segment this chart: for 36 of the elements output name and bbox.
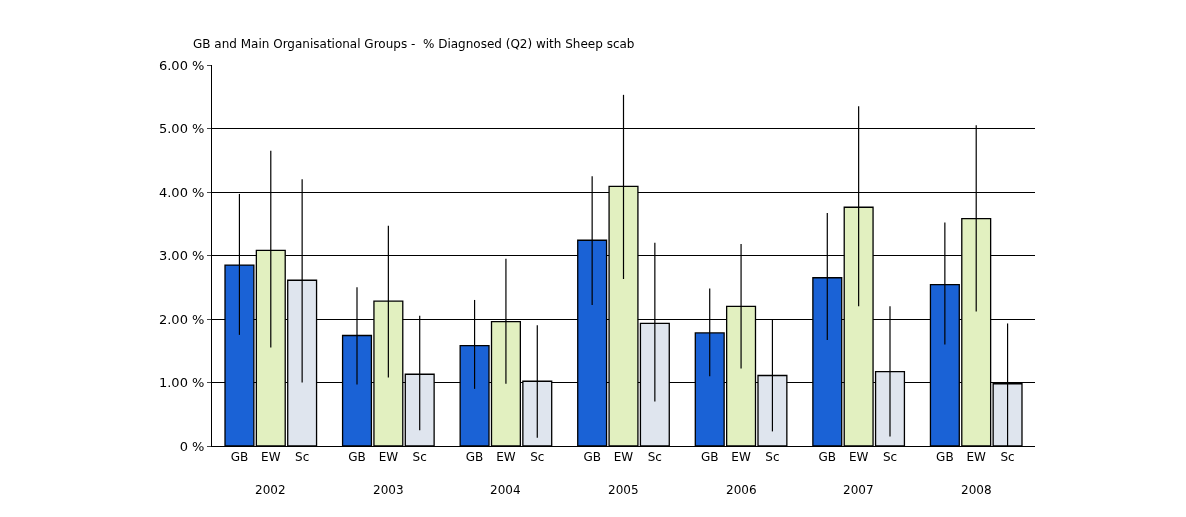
x-tick-label: 2003 xyxy=(373,483,404,497)
chart-title: GB and Main Organisational Groups - % Diagnosed (Q2) with Sheep scab xyxy=(193,37,635,52)
text: GB xyxy=(818,450,837,465)
series-label: GB xyxy=(230,450,249,465)
x-tick-label: 2002 xyxy=(255,483,286,497)
text: EW xyxy=(966,450,986,465)
text: Sc xyxy=(295,450,310,465)
text: GB xyxy=(700,450,719,465)
text: EW xyxy=(731,450,751,465)
y-tick-label: 5.00 % xyxy=(158,121,205,137)
series-label: EW xyxy=(261,450,281,465)
text: EW xyxy=(496,450,516,465)
y-tick-label: 4.00 % xyxy=(158,184,205,200)
x-tick-label: 2008 xyxy=(961,483,992,497)
y-tick-label: 6.00 % xyxy=(158,57,205,73)
text: GB xyxy=(583,450,601,465)
text: EW xyxy=(848,450,869,465)
legend-label: Sc xyxy=(530,450,545,465)
y-tick-label: 3.00 % xyxy=(158,248,205,264)
text: Sc xyxy=(765,450,780,465)
y-tick-label: 1.00 % xyxy=(158,375,205,391)
text: GB xyxy=(465,450,484,465)
x-tick-label: 2006 xyxy=(726,483,757,497)
text: Sc xyxy=(647,450,662,465)
text: EW xyxy=(378,450,399,465)
text: GB xyxy=(936,450,954,465)
text: Sc xyxy=(882,450,898,465)
x-tick-label: 2005 xyxy=(608,483,639,497)
y-tick-label: 2.00 % xyxy=(158,311,205,327)
x-tick-label: 2007 xyxy=(843,483,874,497)
x-tick-label: 2004 xyxy=(490,483,521,497)
text: Sc xyxy=(412,450,427,465)
y-tick-label: 0 % xyxy=(179,438,205,454)
text: EW xyxy=(613,450,634,465)
text: Sc xyxy=(1000,450,1015,465)
text: GB xyxy=(348,450,366,465)
